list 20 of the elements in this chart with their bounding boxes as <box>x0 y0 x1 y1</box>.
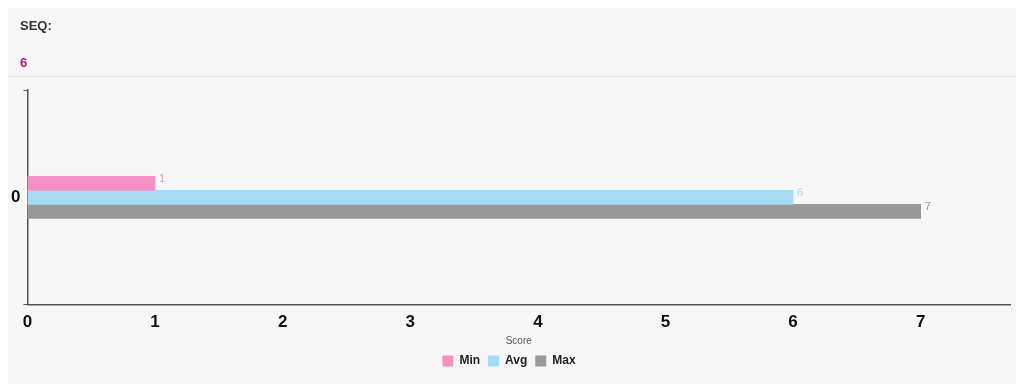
data-label: 6 <box>797 186 804 199</box>
x-tick-label: 5 <box>660 312 671 332</box>
data-label: 7 <box>924 200 931 213</box>
x-tick-label: 6 <box>788 312 798 332</box>
x-tick-label: 2 <box>277 312 288 332</box>
x-tick-label: 3 <box>405 312 415 332</box>
x-tick-label: 0 <box>22 312 33 332</box>
legend-label: Max <box>552 353 576 368</box>
chart-title: SEQ: <box>19 17 53 33</box>
x-tick-label: 7 <box>915 312 926 332</box>
x-tick-label: 4 <box>533 312 544 332</box>
legend-label: Avg <box>505 353 528 368</box>
legend-label: Min <box>459 353 481 368</box>
x-tick-label: 1 <box>150 312 160 332</box>
bar <box>27 190 794 205</box>
chart-subtitle: 6 <box>8 33 1016 77</box>
bar <box>27 176 156 191</box>
bar <box>27 204 922 219</box>
data-label: 1 <box>159 172 166 185</box>
x-axis-title: Score <box>505 334 533 346</box>
